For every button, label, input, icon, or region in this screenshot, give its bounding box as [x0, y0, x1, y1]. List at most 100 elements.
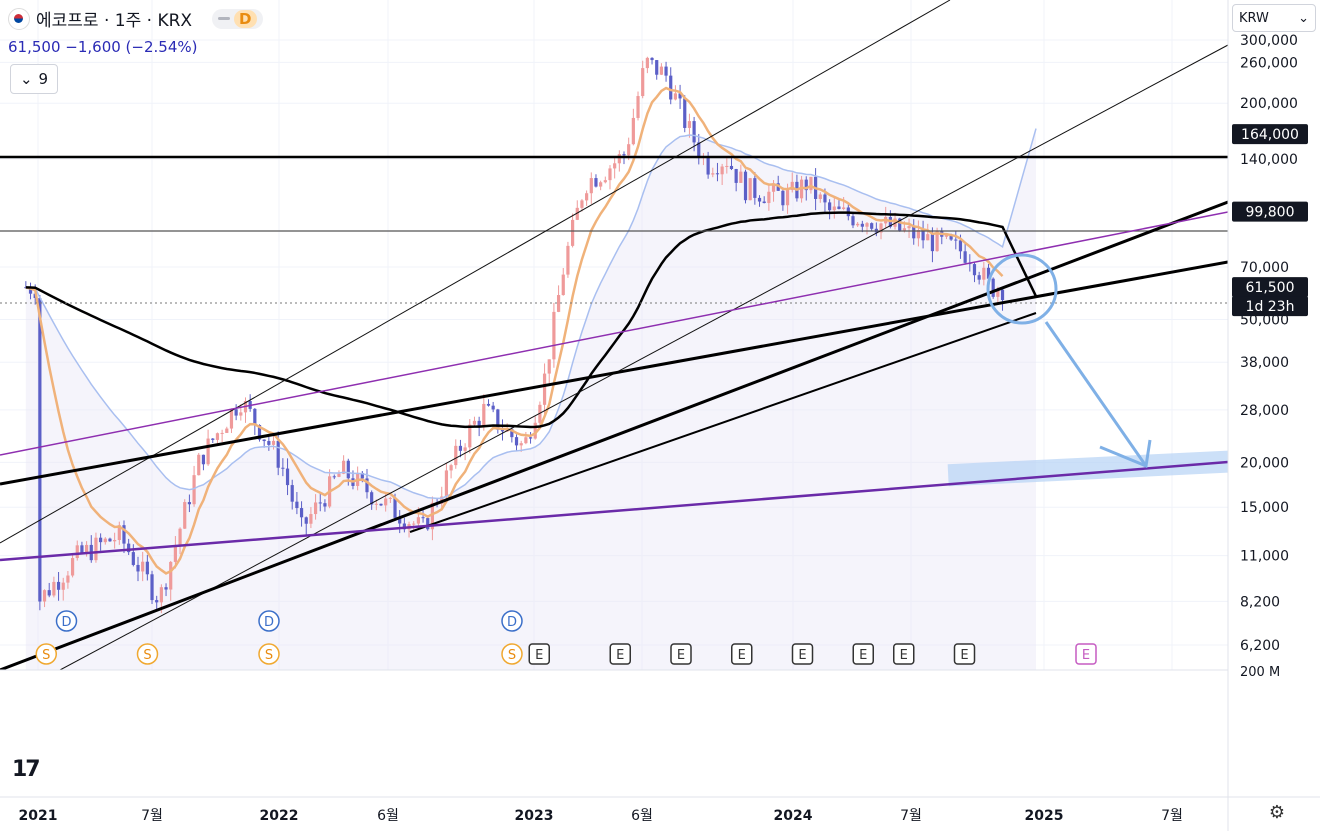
time-tick-label: 6월 [377, 808, 399, 824]
price-label-text: 99,800 [1246, 205, 1295, 221]
time-tick-label: 7월 [900, 808, 922, 824]
price-quote: 61,500 −1,600 (−2.54%) [8, 38, 197, 56]
price-tick-label: 11,000 [1240, 549, 1289, 565]
event-marker-label: D [264, 615, 274, 630]
support-trendline-2[interactable] [409, 312, 1037, 533]
price-label-tag [1232, 277, 1308, 298]
event-marker-label: D [507, 615, 517, 630]
price-tick-label: 28,000 [1240, 403, 1289, 419]
legend-toggle-button[interactable]: ⌄ 9 [10, 64, 58, 94]
resistance-trendline[interactable] [0, 260, 1228, 486]
channel-upper-line[interactable] [0, 0, 951, 544]
last-price: 61,500 [8, 38, 61, 56]
price-tick-label: 15,000 [1240, 500, 1289, 516]
volume-axis-label: 200 M [1240, 665, 1280, 680]
time-tick-label: 2022 [260, 808, 299, 824]
earnings-marker[interactable] [731, 643, 753, 665]
event-marker[interactable] [136, 643, 159, 665]
price-labels: 164,000 99,800 61,500 1d 23h [1232, 124, 1308, 317]
price-label-text: 61,500 [1246, 280, 1295, 296]
chevron-down-icon: ⌄ [19, 70, 33, 88]
data-badge: D [234, 9, 257, 28]
indicator-count: 9 [38, 70, 49, 88]
event-marker[interactable] [35, 643, 57, 665]
event-markers[interactable]: D D D S S S S E E E E E E E E E [35, 610, 1097, 665]
earnings-marker-label: E [616, 648, 624, 663]
price-tick-label: 20,000 [1240, 455, 1289, 471]
highlight-circle[interactable] [986, 253, 1058, 325]
price-label-tag [1232, 296, 1308, 317]
earnings-marker-label: E [859, 648, 867, 663]
time-tick-label: 7월 [1161, 808, 1183, 824]
price-label-tag [1232, 201, 1308, 222]
volume-bars [24, 684, 1004, 797]
earnings-marker[interactable] [670, 643, 692, 665]
event-marker[interactable] [55, 610, 78, 632]
chart-header: 에코프로 · 1주 · KRX D [8, 6, 263, 31]
purple-upper-line[interactable] [0, 211, 1228, 456]
channel-mid-line[interactable] [59, 44, 1228, 670]
event-marker[interactable] [501, 610, 523, 632]
purple-lower-line[interactable] [0, 460, 1228, 562]
earnings-marker[interactable] [528, 643, 550, 665]
earnings-marker-label: E [960, 648, 968, 663]
earnings-marker[interactable] [953, 643, 976, 665]
currency-select[interactable]: KRW ⌄ [1232, 4, 1316, 32]
event-marker-label: S [143, 648, 151, 663]
event-marker[interactable] [258, 643, 280, 665]
price-label-text: 1d 23h [1246, 299, 1295, 315]
time-tick-label: 6월 [631, 808, 653, 824]
market-status-pill[interactable]: D [212, 8, 263, 29]
target-highlight [947, 449, 1228, 487]
earnings-marker-label: E [677, 648, 685, 663]
ema-slow-line [25, 128, 1037, 500]
price-tick-label: 38,000 [1240, 355, 1289, 371]
time-axis[interactable]: 2021 7월 2022 6월 2023 6월 2024 7월 2025 7월 [19, 808, 1183, 824]
price-tick-label: 260,000 [1240, 55, 1298, 71]
earnings-marker-label: E [1082, 648, 1090, 663]
event-marker-label: S [508, 648, 516, 663]
candles [24, 56, 1005, 614]
price-change: −1,600 (−2.54%) [65, 38, 198, 56]
currency-label: KRW [1239, 10, 1269, 26]
price-tick-label: 70,000 [1240, 260, 1289, 276]
event-marker[interactable] [501, 643, 523, 665]
event-marker[interactable] [258, 610, 280, 632]
price-label-tag [1232, 124, 1308, 145]
earnings-marker[interactable] [1075, 643, 1097, 665]
price-tick-label: 140,000 [1240, 152, 1298, 168]
symbol-title[interactable]: 에코프로 · 1주 · KRX [36, 11, 193, 31]
target-arrow-shaft[interactable] [1044, 321, 1148, 467]
earnings-marker[interactable] [791, 643, 814, 665]
earnings-marker[interactable] [609, 643, 631, 665]
earnings-marker-label: E [900, 648, 908, 663]
target-arrow-head [1099, 439, 1152, 469]
time-tick-label: 2023 [515, 808, 554, 824]
price-tick-label: 8,200 [1240, 594, 1280, 610]
event-marker-label: S [265, 648, 273, 663]
support-trendline-1[interactable] [0, 200, 1228, 670]
time-tick-label: 2021 [19, 808, 58, 824]
price-tick-label: 200,000 [1240, 96, 1298, 112]
tradingview-logo[interactable]: 17 [12, 757, 41, 782]
event-marker-label: D [61, 615, 71, 630]
earnings-marker-label: E [535, 648, 543, 663]
price-tick-label: 50,000 [1240, 312, 1289, 328]
kr-flag-icon [8, 7, 30, 30]
time-tick-label: 2025 [1025, 808, 1064, 824]
earnings-marker[interactable] [852, 643, 874, 665]
time-tick-label: 7월 [141, 808, 163, 824]
price-label-text: 164,000 [1241, 127, 1299, 143]
dash-icon [218, 17, 231, 20]
price-axis[interactable]: 300,000 260,000 200,000 140,000 70,000 50,000… [1240, 33, 1298, 654]
time-tick-label: 2024 [774, 808, 813, 824]
ema-fast-line [25, 86, 1004, 575]
chevron-down-icon: ⌄ [1298, 10, 1309, 26]
earnings-marker-label: E [738, 648, 746, 663]
earnings-marker[interactable] [893, 643, 915, 665]
ema-fill-area [25, 128, 1037, 670]
earnings-marker-label: E [798, 648, 806, 663]
settings-gear-icon[interactable]: ⚙ [1268, 802, 1286, 823]
price-tick-label: 6,200 [1240, 638, 1280, 654]
